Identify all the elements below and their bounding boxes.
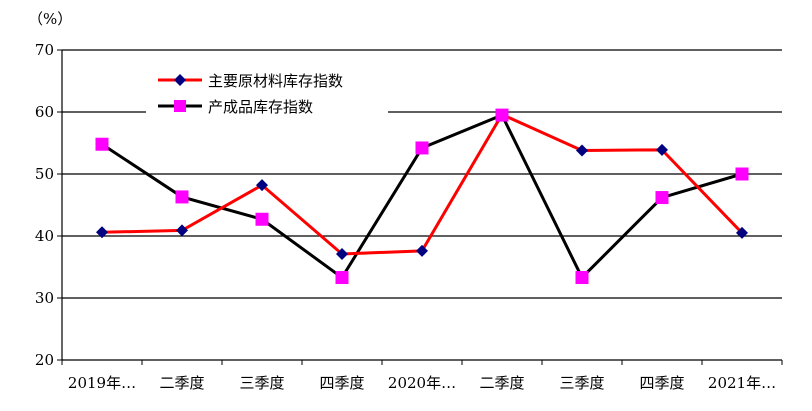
point-materials (336, 247, 348, 260)
x-tick-label: 四季度 (319, 374, 364, 392)
point-materials (256, 179, 268, 192)
y-tick-label: 40 (35, 227, 54, 245)
legend-label-products: 产成品库存指数 (208, 98, 313, 116)
x-tick-label: 三季度 (239, 374, 284, 392)
x-tick-label: 三季度 (559, 374, 604, 392)
legend-marker-products (174, 100, 186, 112)
x-tick-label: 二季度 (159, 374, 204, 392)
legend-marker-materials (174, 74, 186, 86)
series-line-materials (101, 112, 744, 256)
series-group (95, 108, 749, 285)
x-tick-label: 2021年… (708, 374, 776, 392)
point-products (495, 108, 509, 122)
point-products (335, 271, 349, 285)
point-materials (416, 244, 428, 257)
y-tick-label: 20 (35, 351, 54, 369)
point-materials (576, 144, 588, 157)
point-materials (656, 143, 668, 156)
point-products (415, 141, 429, 155)
x-tick-label: 2019年… (68, 374, 136, 392)
y-unit-label: （%） (28, 10, 72, 28)
point-products (735, 167, 749, 181)
y-tick-label: 50 (35, 165, 54, 183)
point-products (575, 271, 589, 285)
y-tick-label: 60 (35, 103, 54, 121)
point-products (655, 191, 669, 205)
y-tick-label: 70 (35, 41, 54, 59)
x-tick-label: 二季度 (479, 374, 524, 392)
point-materials (736, 226, 748, 239)
legend: 主要原材料库存指数 产成品库存指数 (146, 64, 388, 126)
point-products (255, 212, 269, 226)
legend-label-materials: 主要原材料库存指数 (208, 72, 343, 90)
point-products (95, 137, 109, 151)
x-tick-label: 四季度 (639, 374, 684, 392)
point-products (175, 190, 189, 204)
x-tick-labels: 2019年… 二季度 三季度 四季度 2020年… 二季度 三季度 四季度 2021年… (68, 374, 776, 392)
legend-background (146, 64, 388, 126)
y-tick-labels: 20 30 40 50 60 70 (35, 41, 54, 369)
x-tick-label: 2020年… (388, 374, 456, 392)
axes (57, 49, 783, 365)
y-tick-label: 30 (35, 289, 54, 307)
point-materials (96, 226, 108, 239)
point-materials (176, 224, 188, 237)
